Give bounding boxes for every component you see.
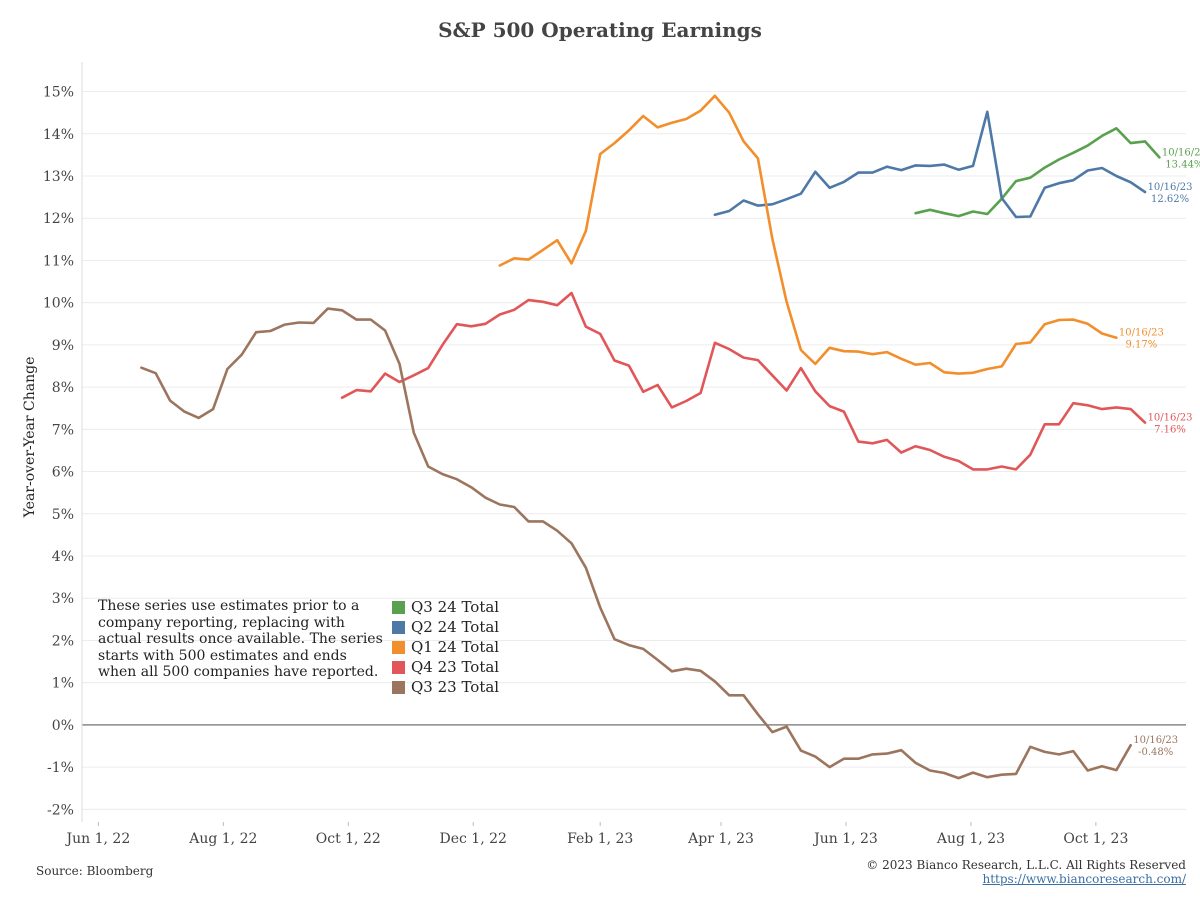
x-tick-label: Oct 1, 22 <box>316 831 381 847</box>
y-tick-label: 12% <box>43 211 74 227</box>
legend-item: Q3 24 Total <box>392 597 499 617</box>
legend-swatch <box>392 640 405 654</box>
y-tick-label: 7% <box>52 422 74 438</box>
end-label-value: 13.44% <box>1165 159 1200 170</box>
end-label-value: 9.17% <box>1125 340 1157 351</box>
gridlines <box>81 62 1186 822</box>
legend-item: Q2 24 Total <box>392 617 499 637</box>
y-tick-label: 10% <box>43 296 74 312</box>
legend-label: Q3 23 Total <box>411 678 500 696</box>
x-axis: Jun 1, 22 Aug 1, 22 Oct 1, 22 Dec 1, 22 Feb … <box>65 822 1128 847</box>
legend-label: Q2 24 Total <box>411 618 500 636</box>
series-line-q1-24-total <box>498 94 1118 375</box>
y-tick-label: 1% <box>52 676 74 692</box>
end-label: 10/16/23-0.48% <box>1133 735 1178 758</box>
y-tick-label: -1% <box>47 760 74 776</box>
y-tick-label: 15% <box>43 85 74 101</box>
x-tick-label: Feb 1, 23 <box>567 831 633 847</box>
legend-item: Q3 23 Total <box>392 677 499 697</box>
legend: Q3 24 Total Q2 24 Total Q1 24 Total Q4 23 T… <box>392 597 499 697</box>
y-tick-label: -2% <box>47 802 74 818</box>
copyright-text: © 2023 Bianco Research, L.L.C. All Right… <box>866 858 1186 872</box>
x-tick-label: Aug 1, 22 <box>188 831 257 847</box>
series-line-q3-24-total <box>914 127 1161 218</box>
legend-swatch <box>392 660 405 674</box>
y-axis: -2% -1% 0% 1% 2% 3% 4% 5% 6% 7% 8% 9% 10% 11% 12% 13% 14… <box>43 85 74 819</box>
end-label-value: 7.16% <box>1154 425 1186 436</box>
y-tick-label: 6% <box>52 465 74 481</box>
end-label-value: -0.48% <box>1138 747 1173 758</box>
end-label-date: 10/16/23 <box>1148 182 1193 193</box>
legend-item: Q4 23 Total <box>392 657 499 677</box>
chart-title: S&P 500 Operating Earnings <box>438 18 762 42</box>
x-tick-label: Jun 1, 22 <box>65 831 131 847</box>
legend-swatch <box>392 620 405 634</box>
x-tick-label: Dec 1, 22 <box>439 831 506 847</box>
end-label: 10/16/239.17% <box>1119 328 1164 351</box>
y-tick-label: 9% <box>52 338 74 354</box>
y-tick-label: 14% <box>43 127 74 143</box>
y-tick-label: 3% <box>52 591 74 607</box>
end-labels: 10/16/2313.44%10/16/2312.62%10/16/239.17… <box>1119 147 1200 758</box>
copyright-block: © 2023 Bianco Research, L.L.C. All Right… <box>866 858 1186 886</box>
series-line-q4-23-total <box>340 291 1147 471</box>
y-tick-label: 13% <box>43 169 74 185</box>
legend-label: Q3 24 Total <box>411 598 500 616</box>
chart-note: These series use estimates prior to a co… <box>98 598 383 680</box>
y-tick-label: 2% <box>52 633 74 649</box>
legend-swatch <box>392 600 405 614</box>
end-label: 10/16/2313.44% <box>1162 147 1200 170</box>
x-tick-label: Oct 1, 23 <box>1063 831 1128 847</box>
end-label: 10/16/237.16% <box>1148 413 1193 436</box>
y-tick-label: 5% <box>52 507 74 523</box>
website-link[interactable]: https://www.biancoresearch.com/ <box>982 872 1186 886</box>
series-line-q3-23-total <box>140 307 1132 780</box>
end-label-date: 10/16/23 <box>1133 735 1178 746</box>
series-lines <box>140 94 1161 780</box>
legend-item: Q1 24 Total <box>392 637 499 657</box>
series-line-q2-24-total <box>713 110 1147 219</box>
y-axis-label: Year-over-Year Change <box>22 357 38 519</box>
source-text: Source: Bloomberg <box>36 864 154 878</box>
x-tick-label: Jun 1, 23 <box>812 831 878 847</box>
legend-label: Q1 24 Total <box>411 638 500 656</box>
y-tick-label: 0% <box>52 718 74 734</box>
x-tick-label: Aug 1, 23 <box>936 831 1005 847</box>
end-label-date: 10/16/23 <box>1148 413 1193 424</box>
end-label-date: 10/16/23 <box>1162 147 1200 158</box>
end-label-date: 10/16/23 <box>1119 328 1164 339</box>
x-tick-label: Apr 1, 23 <box>687 831 754 847</box>
y-tick-label: 11% <box>43 253 74 269</box>
y-tick-label: 4% <box>52 549 74 565</box>
end-label-value: 12.62% <box>1151 194 1189 205</box>
legend-swatch <box>392 680 405 694</box>
y-tick-label: 8% <box>52 380 74 396</box>
legend-label: Q4 23 Total <box>411 658 500 676</box>
